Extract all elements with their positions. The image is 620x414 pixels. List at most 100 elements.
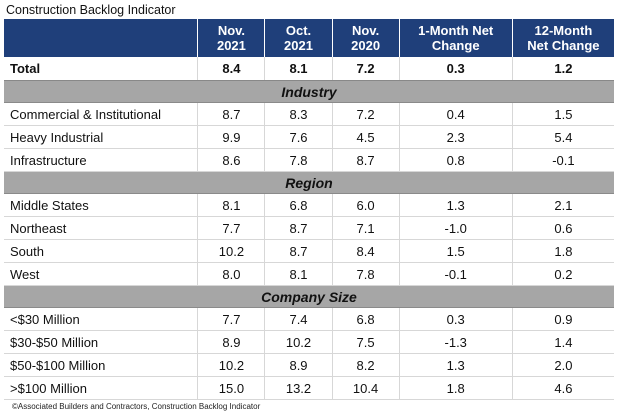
data-cell: 7.5: [331, 330, 400, 354]
data-cell: 9.9: [197, 125, 265, 149]
data-cell: 8.3: [264, 102, 333, 126]
data-cell: 2.0: [511, 353, 614, 377]
row-label: $30-$50 Million: [4, 330, 198, 354]
header-line: Nov.: [351, 23, 380, 38]
data-cell: 7.6: [264, 125, 333, 149]
data-cell: 0.9: [511, 307, 614, 331]
table-row: <$30 Million 7.7 7.4 6.8 0.3 0.9: [4, 307, 614, 331]
section-header-row: Company Size: [4, 285, 614, 308]
data-cell: 4.5: [331, 125, 400, 149]
row-label: South: [4, 239, 198, 263]
header-12-month-change: 12-Month Net Change: [511, 19, 614, 57]
row-label: Total: [4, 57, 198, 81]
header-line: Nov.: [217, 23, 246, 38]
data-cell: -0.1: [511, 148, 614, 172]
table-row: West 8.0 8.1 7.8 -0.1 0.2: [4, 262, 614, 286]
header-row: Nov. 2021 Oct. 2021 Nov. 2020 1-Month Net Ch…: [4, 19, 614, 57]
data-cell: 8.0: [197, 262, 265, 286]
row-label: Infrastructure: [4, 148, 198, 172]
data-cell: 8.7: [197, 102, 265, 126]
data-cell: 7.1: [331, 216, 400, 240]
data-cell: 1.5: [511, 102, 614, 126]
table-header: Nov. 2021 Oct. 2021 Nov. 2020 1-Month Net Ch…: [4, 19, 614, 57]
data-cell: 10.2: [197, 353, 265, 377]
data-cell: 10.4: [331, 376, 400, 400]
table-row: Infrastructure 8.6 7.8 8.7 0.8 -0.1: [4, 148, 614, 172]
data-cell: 6.8: [264, 193, 333, 217]
header-line: Net Change: [527, 38, 600, 53]
row-label: Commercial & Institutional: [4, 102, 198, 126]
data-cell: 7.2: [331, 57, 400, 81]
data-cell: 0.3: [398, 307, 513, 331]
row-label: $50-$100 Million: [4, 353, 198, 377]
section-title: Industry: [4, 80, 614, 103]
header-line: 12-Month: [534, 23, 593, 38]
header-nov-2021: Nov. 2021: [197, 19, 265, 57]
table-body: Total 8.4 8.1 7.2 0.3 1.2 Industry Commercial &…: [4, 57, 614, 400]
data-cell: 8.1: [264, 57, 333, 81]
data-cell: 1.8: [398, 376, 513, 400]
data-cell: 8.4: [197, 57, 265, 81]
header-line: Change: [431, 38, 480, 53]
row-label: <$30 Million: [4, 307, 198, 331]
table-row: South 10.2 8.7 8.4 1.5 1.8: [4, 239, 614, 263]
data-cell: 8.4: [331, 239, 400, 263]
header-line: 2020: [351, 38, 381, 53]
row-label: Heavy Industrial: [4, 125, 198, 149]
data-cell: 2.3: [398, 125, 513, 149]
table-row: $30-$50 Million 8.9 10.2 7.5 -1.3 1.4: [4, 330, 614, 354]
data-cell: 8.2: [331, 353, 400, 377]
data-cell: 7.2: [331, 102, 400, 126]
data-cell: 1.3: [398, 193, 513, 217]
data-cell: 10.2: [264, 330, 333, 354]
data-cell: 13.2: [264, 376, 333, 400]
data-cell: 6.8: [331, 307, 400, 331]
section-title: Region: [4, 171, 614, 194]
data-cell: 0.3: [398, 57, 513, 81]
data-cell: 8.9: [264, 353, 333, 377]
header-line: 2021: [284, 38, 313, 53]
data-cell: 7.8: [264, 148, 333, 172]
data-cell: 1.3: [398, 353, 513, 377]
header-oct-2021: Oct. 2021: [264, 19, 333, 57]
section-header-row: Region: [4, 171, 614, 194]
table-row-total: Total 8.4 8.1 7.2 0.3 1.2: [4, 57, 614, 81]
data-cell: 8.7: [331, 148, 400, 172]
table-row: Northeast 7.7 8.7 7.1 -1.0 0.6: [4, 216, 614, 240]
data-cell: 1.8: [511, 239, 614, 263]
data-cell: 0.8: [398, 148, 513, 172]
data-cell: 15.0: [197, 376, 265, 400]
data-cell: -1.0: [398, 216, 513, 240]
data-cell: 5.4: [511, 125, 614, 149]
header-line: Oct.: [285, 23, 312, 38]
data-cell: 8.7: [264, 239, 333, 263]
table-row: >$100 Million 15.0 13.2 10.4 1.8 4.6: [4, 376, 614, 400]
data-cell: 1.4: [511, 330, 614, 354]
data-cell: 8.9: [197, 330, 265, 354]
row-label: >$100 Million: [4, 376, 198, 400]
row-label: West: [4, 262, 198, 286]
data-cell: 1.5: [398, 239, 513, 263]
data-cell: 6.0: [331, 193, 400, 217]
data-cell: 8.1: [264, 262, 333, 286]
table-row: $50-$100 Million 10.2 8.9 8.2 1.3 2.0: [4, 353, 614, 377]
data-cell: 8.1: [197, 193, 265, 217]
data-cell: 7.7: [197, 307, 265, 331]
header-nov-2020: Nov. 2020: [331, 19, 400, 57]
data-cell: 7.7: [197, 216, 265, 240]
data-cell: 10.2: [197, 239, 265, 263]
data-cell: 7.4: [264, 307, 333, 331]
row-label: Northeast: [4, 216, 198, 240]
header-line: 2021: [216, 38, 246, 53]
header-line: 1-Month Net: [418, 23, 494, 38]
table-row: Commercial & Institutional 8.7 8.3 7.2 0.4 1.…: [4, 102, 614, 126]
section-title: Company Size: [4, 285, 614, 308]
data-cell: 8.7: [264, 216, 333, 240]
header-1-month-change: 1-Month Net Change: [398, 19, 513, 57]
table-row: Middle States 8.1 6.8 6.0 1.3 2.1: [4, 193, 614, 217]
table-row: Heavy Industrial 9.9 7.6 4.5 2.3 5.4: [4, 125, 614, 149]
header-empty-cell: [4, 19, 198, 57]
source-note: ©Associated Builders and Contractors, Co…: [12, 402, 261, 411]
data-cell: 4.6: [511, 376, 614, 400]
data-cell: 0.4: [398, 102, 513, 126]
